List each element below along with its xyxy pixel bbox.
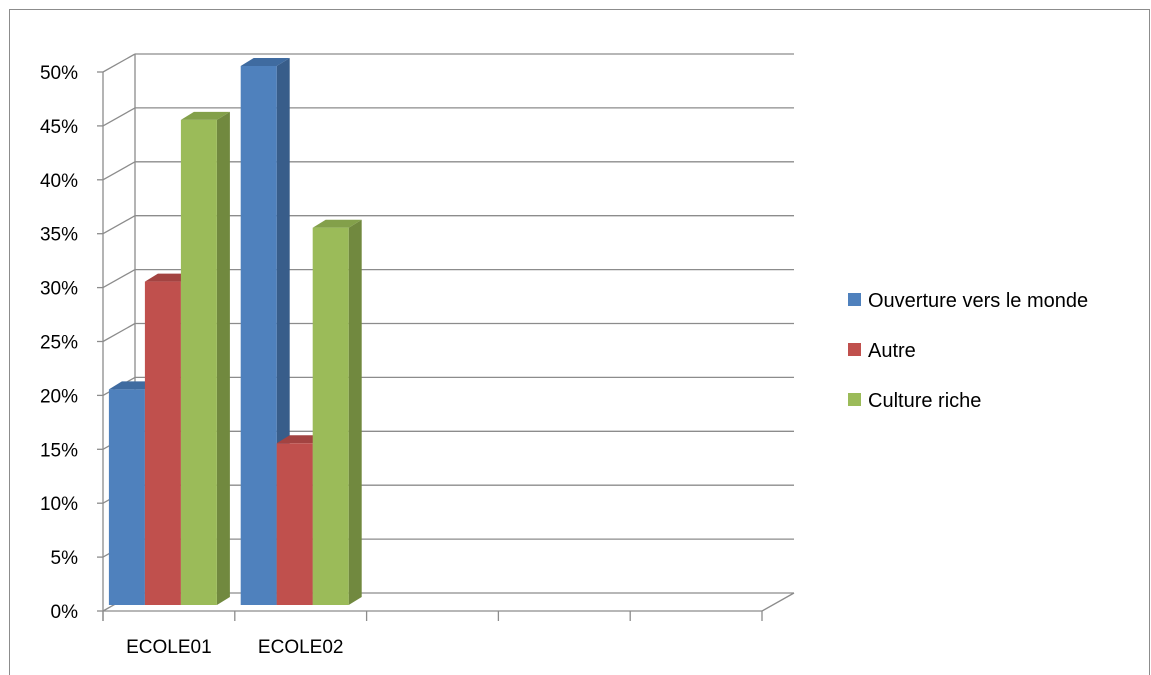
gridline-side — [102, 269, 136, 289]
y-tick-label: 30% — [40, 279, 78, 300]
x-category-label: ECOLE01 — [126, 637, 212, 658]
legend-item: Culture riche — [848, 390, 981, 412]
legend-item: Autre — [848, 340, 916, 362]
y-tick-label: 10% — [40, 494, 78, 515]
y-tick-label: 0% — [51, 602, 79, 623]
bar-top-face — [180, 111, 230, 120]
gridline-side — [102, 161, 136, 181]
gridline-side — [102, 215, 136, 235]
y-tick-label: 45% — [40, 117, 78, 138]
x-axis-category-labels: ECOLE01 ECOLE02 — [126, 637, 343, 658]
legend-item: Ouverture vers le monde — [848, 290, 1088, 312]
legend-label: Ouverture vers le monde — [868, 290, 1088, 312]
bar-side-face — [348, 219, 362, 605]
legend-label: Autre — [868, 340, 916, 362]
bar — [312, 219, 362, 605]
legend-swatch — [848, 393, 861, 406]
bar-front-face — [312, 227, 349, 605]
gridline-side — [102, 53, 136, 73]
y-tick-label: 5% — [51, 548, 79, 569]
bar-front-face — [240, 66, 277, 605]
bars — [108, 58, 362, 606]
y-tick-label: 20% — [40, 386, 78, 407]
axes — [97, 54, 795, 621]
y-tick-label: 35% — [40, 225, 78, 246]
bar-side-face — [216, 111, 230, 606]
y-axis-tick-labels: 0% 5% 10% 15% 20% 25% 30% 35% 40% 45% 50% — [40, 63, 78, 623]
y-tick-label: 15% — [40, 440, 78, 461]
legend-swatch — [848, 343, 861, 356]
floor-right-edge — [761, 592, 795, 612]
y-tick-label: 50% — [40, 63, 78, 84]
y-tick-label: 40% — [40, 171, 78, 192]
bar-top-face — [240, 58, 290, 66]
bar-front-face — [144, 281, 181, 605]
legend-label: Culture riche — [868, 390, 981, 412]
gridline-side — [102, 322, 136, 343]
legend-swatch — [848, 293, 861, 306]
bar-front-face — [276, 443, 313, 605]
gridline-side — [102, 107, 136, 127]
bar-front-face — [108, 389, 145, 605]
legend: Ouverture vers le monde Autre Culture rich… — [848, 290, 1088, 412]
bar — [180, 111, 230, 606]
y-tick-label: 25% — [40, 333, 78, 354]
bar — [240, 58, 290, 605]
x-category-label: ECOLE02 — [258, 637, 344, 658]
bar-top-face — [312, 219, 362, 228]
bar-front-face — [180, 119, 217, 606]
